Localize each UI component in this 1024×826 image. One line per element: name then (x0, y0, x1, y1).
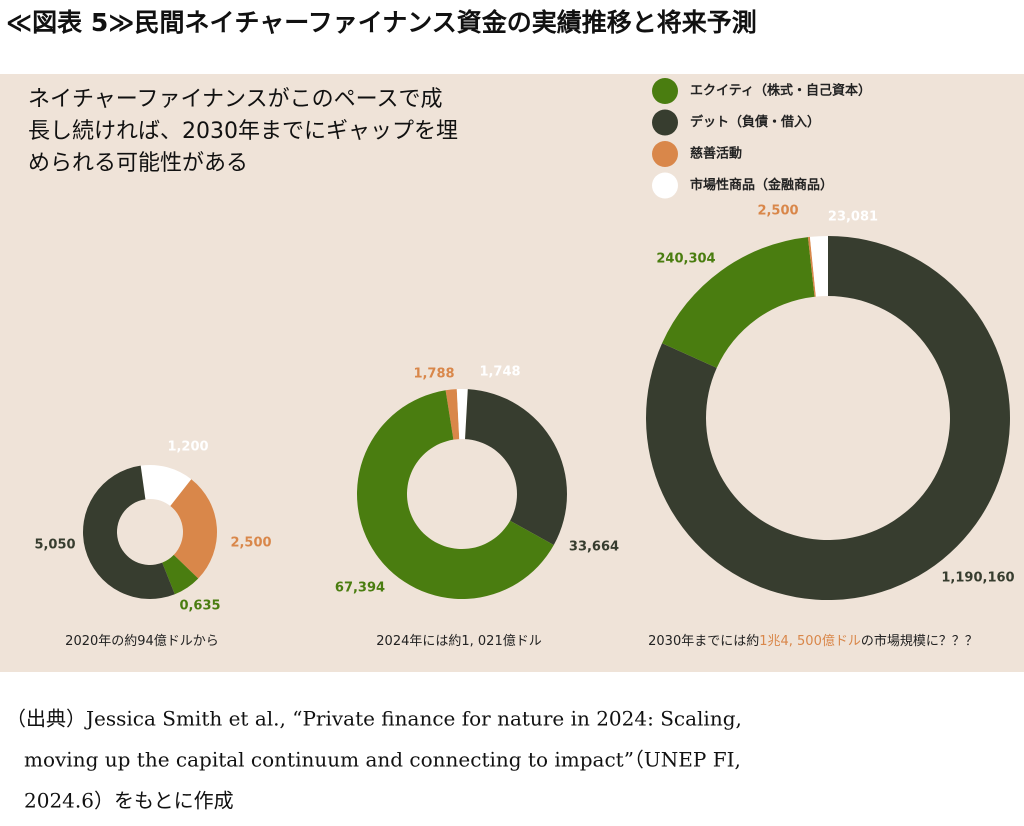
value-label: 1,748 (479, 365, 520, 380)
legend-label: デット（負債・借入） (690, 114, 820, 130)
legend-label: エクイティ（株式・自己資本） (690, 83, 871, 99)
caption-part: の市場規模に？？？ (861, 633, 978, 649)
note-line: められる可能性がある (28, 151, 248, 176)
legend-label: 市場性商品（金融商品） (690, 177, 833, 193)
legend-swatch (652, 172, 678, 199)
donut-slice (646, 236, 1010, 600)
value-label: 1,200 (167, 440, 208, 455)
value-label: 67,394 (335, 581, 385, 596)
donut-slice (445, 389, 460, 440)
value-label: 0,635 (179, 599, 220, 614)
value-label: 33,664 (569, 540, 619, 555)
caption-part: 2020年の約94億ドルから (65, 633, 219, 649)
legend-swatch (652, 141, 678, 167)
note-line: ネイチャーファイナンスがこのペースで成 (28, 87, 442, 112)
donut-slice (456, 388, 468, 440)
value-label: 23,081 (828, 210, 878, 225)
value-label: 5,050 (34, 538, 75, 553)
donut-slice (140, 464, 192, 507)
note-line: 長し続ければ、2030年までにギャップを埋 (28, 119, 458, 144)
donut-slice (465, 389, 568, 545)
legend-swatch (652, 78, 678, 104)
caption-part: 1兆4, 500億ドル (759, 633, 861, 649)
value-label: 2,500 (230, 536, 271, 551)
donut-slice (809, 236, 828, 297)
donut-slice (357, 390, 554, 599)
value-label: 1,788 (413, 367, 454, 382)
source-line: （出典）Jessica Smith et al., “Private finan… (6, 707, 742, 731)
donut-slice (162, 554, 199, 595)
donut-slice (662, 237, 815, 368)
caption-part: 2024年には約1, 021億ドル (376, 633, 541, 649)
caption: 2024年には約1, 021億ドル (376, 633, 541, 649)
caption: 2020年の約94億ドルから (65, 633, 219, 649)
source-line: 2024.6）をもとに作成 (24, 789, 234, 813)
value-label: 240,304 (656, 252, 715, 267)
legend-label: 慈善活動 (690, 146, 742, 162)
source-line: moving up the capital continuum and conn… (24, 748, 741, 772)
title: ≪図表 5≫民間ネイチャーファイナンス資金の実績推移と将来予測 (6, 8, 757, 37)
caption: 2030年までには約1兆4, 500億ドルの市場規模に？？？ (648, 633, 978, 649)
value-label: 2,500 (757, 204, 798, 219)
legend-swatch (652, 109, 678, 136)
donut-slice (83, 465, 175, 599)
caption-part: 2030年までには約 (648, 634, 759, 649)
value-label: 1,190,160 (941, 571, 1014, 586)
donut-slice (807, 236, 816, 297)
donut-slice (170, 479, 217, 579)
